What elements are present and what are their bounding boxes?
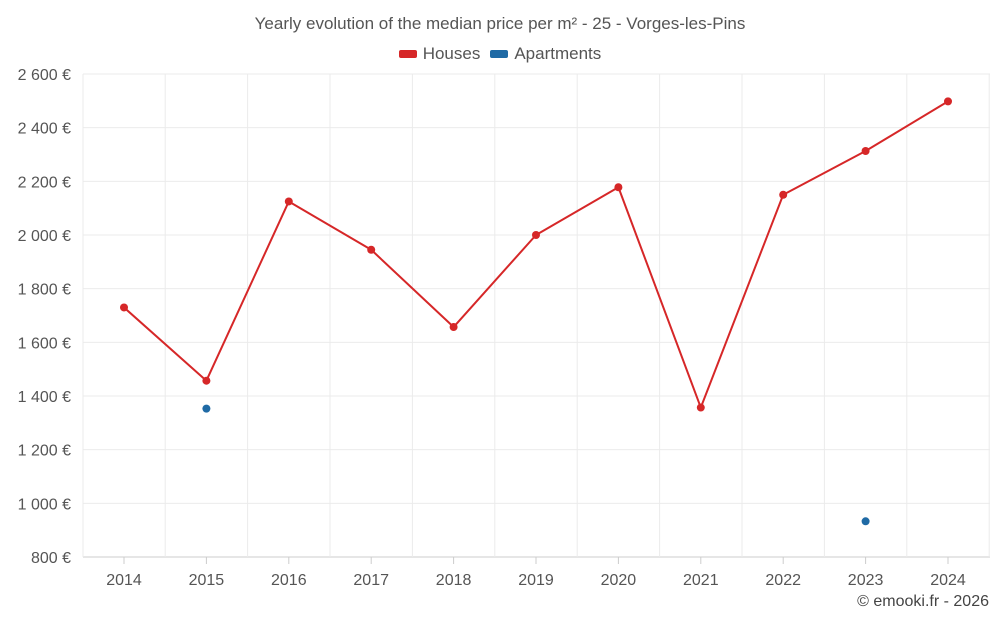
- data-point-houses-2020: [614, 183, 623, 192]
- chart-series: [120, 97, 952, 526]
- chart-grid: [82, 73, 990, 558]
- legend-label-houses: Houses: [422, 44, 481, 63]
- data-point-houses-2014: [120, 303, 128, 312]
- x-tick-label: 2014: [106, 572, 142, 589]
- data-point-apartments-2023: [861, 517, 870, 526]
- data-point-houses-2023: [861, 147, 870, 156]
- legend-swatch-apartments: [490, 50, 509, 58]
- data-point-houses-2018: [449, 323, 458, 332]
- data-point-houses-2016: [284, 197, 293, 206]
- data-point-houses-2017: [367, 245, 376, 254]
- data-point-apartments-2015: [202, 404, 211, 413]
- x-tick-label: 2018: [436, 572, 472, 589]
- x-tick-label: 2023: [848, 572, 884, 589]
- data-point-houses-2019: [532, 231, 540, 239]
- x-tick-label: 2017: [353, 572, 389, 589]
- y-tick-label: 1 800 €: [18, 282, 71, 299]
- x-tick-label: 2019: [518, 572, 554, 589]
- y-tick-label: 800 €: [31, 550, 71, 567]
- y-tick-label: 1 400 €: [18, 389, 71, 406]
- chart-legend: Houses Apartments: [0, 44, 1000, 64]
- data-point-houses-2022: [779, 190, 788, 199]
- y-tick-label: 2 000 €: [18, 228, 71, 245]
- y-tick-label: 1 200 €: [18, 443, 71, 460]
- chart-axes: 800 € 1 000 € 1 200 € 1 400 € 1 600 € 1 800 €…: [18, 67, 966, 589]
- x-tick-label: 2015: [189, 572, 225, 589]
- data-point-houses-2021: [696, 403, 705, 412]
- x-tick-label: 2016: [271, 572, 307, 589]
- data-point-houses-2024: [944, 97, 952, 106]
- x-tick-label: 2021: [683, 572, 719, 589]
- data-point-houses-2015: [202, 376, 211, 385]
- legend-label-apartments: Apartments: [514, 44, 602, 63]
- y-tick-label: 1 600 €: [18, 335, 71, 352]
- x-tick-label: 2022: [765, 572, 801, 589]
- x-tick-label: 2020: [601, 572, 637, 589]
- legend-item-apartments[interactable]: Apartments: [490, 44, 601, 64]
- y-tick-label: 1 000 €: [18, 496, 71, 513]
- legend-item-houses[interactable]: Houses: [398, 44, 481, 64]
- legend-swatch-houses: [398, 50, 417, 58]
- y-tick-label: 2 200 €: [18, 174, 71, 191]
- chart-title: Yearly evolution of the median price per…: [254, 14, 746, 33]
- x-tick-label: 2024: [930, 572, 966, 589]
- y-tick-label: 2 400 €: [18, 121, 71, 138]
- y-tick-label: 2 600 €: [18, 67, 71, 84]
- credit-text: © emooki.fr - 2026: [857, 593, 989, 610]
